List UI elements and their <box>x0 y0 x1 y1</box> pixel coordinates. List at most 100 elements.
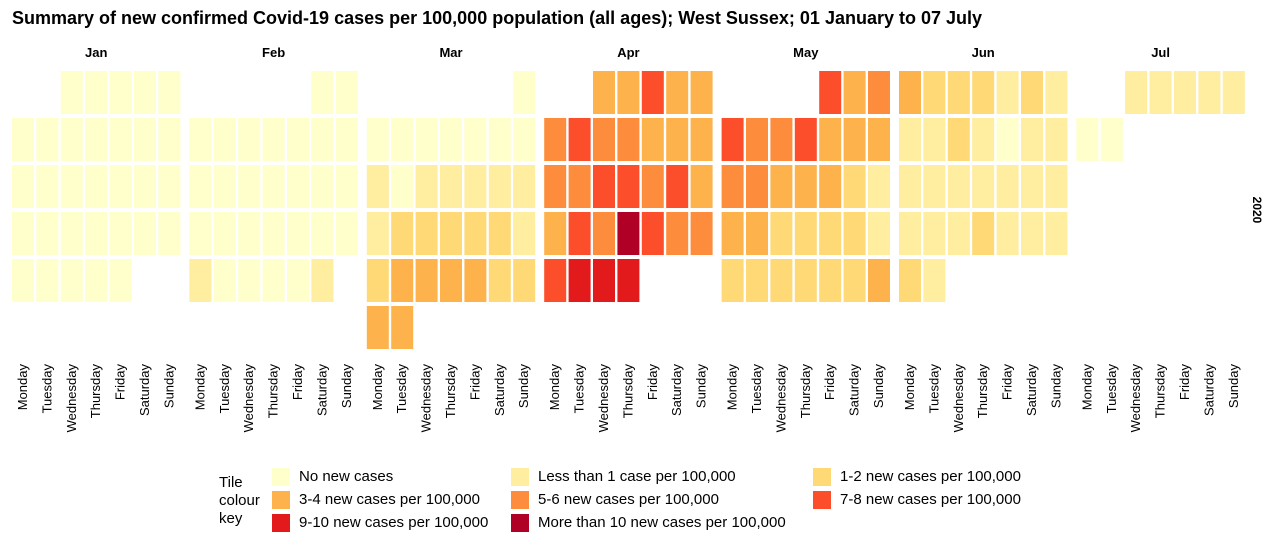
weekday-label: Monday <box>725 364 740 411</box>
day-tile <box>899 165 921 208</box>
weekday-label: Monday <box>547 364 562 411</box>
day-tile <box>391 118 414 161</box>
day-tile <box>158 118 181 161</box>
day-tile <box>513 165 536 208</box>
day-tile <box>85 71 108 114</box>
day-tile <box>488 212 511 255</box>
day-tile <box>213 212 236 255</box>
day-tile <box>843 165 866 208</box>
day-tile <box>109 71 132 114</box>
day-tile <box>311 165 334 208</box>
weekday-label: Thursday <box>798 364 813 419</box>
weekday-label: Tuesday <box>749 364 764 414</box>
day-tile <box>366 118 389 161</box>
day-tile <box>335 118 358 161</box>
weekday-label: Thursday <box>620 364 635 419</box>
day-tile <box>189 118 212 161</box>
day-tile <box>593 118 615 161</box>
day-tile <box>109 118 132 161</box>
day-tile <box>513 71 536 114</box>
day-tile <box>972 71 995 114</box>
weekday-label: Monday <box>15 364 30 411</box>
day-tile <box>746 165 768 208</box>
day-tile <box>1100 118 1123 161</box>
weekday-label: Tuesday <box>217 364 232 414</box>
day-tile <box>513 118 536 161</box>
weekday-label: Tuesday <box>1104 364 1119 414</box>
weekday-label: Friday <box>290 364 305 401</box>
weekday-label: Wednesday <box>1128 364 1143 433</box>
day-tile <box>134 71 156 114</box>
day-tile <box>391 165 414 208</box>
weekday-label: Sunday <box>1226 364 1241 409</box>
day-tile <box>440 212 462 255</box>
day-tile <box>690 212 713 255</box>
weekday-label: Wednesday <box>596 364 611 433</box>
day-tile <box>262 212 285 255</box>
day-tile <box>1174 71 1196 114</box>
day-tile <box>287 259 309 302</box>
day-tile <box>972 165 995 208</box>
day-tile <box>617 165 640 208</box>
month-label: Jun <box>972 45 995 60</box>
day-tile <box>12 259 34 302</box>
day-tile <box>488 165 511 208</box>
weekday-label: Saturday <box>847 364 862 417</box>
day-tile <box>666 118 689 161</box>
month-label: Jul <box>1151 45 1170 60</box>
day-tile <box>134 212 156 255</box>
weekday-label: Friday <box>1000 364 1015 401</box>
day-tile <box>85 165 108 208</box>
day-tile <box>1198 71 1221 114</box>
day-tile <box>617 118 640 161</box>
day-tile <box>544 165 567 208</box>
day-tile <box>60 259 83 302</box>
day-tile <box>262 259 285 302</box>
day-tile <box>1076 118 1099 161</box>
weekday-label: Monday <box>370 364 385 411</box>
day-tile <box>311 118 334 161</box>
day-tile <box>972 212 995 255</box>
day-tile <box>391 259 414 302</box>
day-tile <box>60 212 83 255</box>
day-tile <box>843 259 866 302</box>
month-label: Apr <box>617 45 639 60</box>
day-tile <box>544 259 567 302</box>
day-tile <box>617 259 640 302</box>
weekday-label: Saturday <box>492 364 507 417</box>
weekday-label: Sunday <box>516 364 531 409</box>
day-tile <box>593 259 615 302</box>
day-tile <box>899 212 921 255</box>
day-tile <box>1021 212 1043 255</box>
day-tile <box>391 306 414 349</box>
day-tile <box>568 165 591 208</box>
day-tile <box>488 118 511 161</box>
day-tile <box>262 118 285 161</box>
weekday-label: Saturday <box>1024 364 1039 417</box>
day-tile <box>238 118 261 161</box>
day-tile <box>996 71 1019 114</box>
day-tile <box>464 165 487 208</box>
day-tile <box>440 165 462 208</box>
day-tile <box>287 165 309 208</box>
day-tile <box>923 118 946 161</box>
day-tile <box>721 165 744 208</box>
weekday-label: Monday <box>1079 364 1094 411</box>
day-tile <box>641 165 664 208</box>
day-tile <box>415 118 438 161</box>
weekday-label: Sunday <box>1048 364 1063 409</box>
day-tile <box>85 259 108 302</box>
day-tile <box>311 259 334 302</box>
day-tile <box>513 259 536 302</box>
day-tile <box>721 212 744 255</box>
day-tile <box>213 118 236 161</box>
day-tile <box>213 165 236 208</box>
day-tile <box>666 71 689 114</box>
day-tile <box>134 118 156 161</box>
weekday-label: Sunday <box>871 364 886 409</box>
day-tile <box>109 259 132 302</box>
weekday-label: Monday <box>902 364 917 411</box>
day-tile <box>464 212 487 255</box>
month-label: May <box>793 45 819 60</box>
weekday-label: Wednesday <box>951 364 966 433</box>
